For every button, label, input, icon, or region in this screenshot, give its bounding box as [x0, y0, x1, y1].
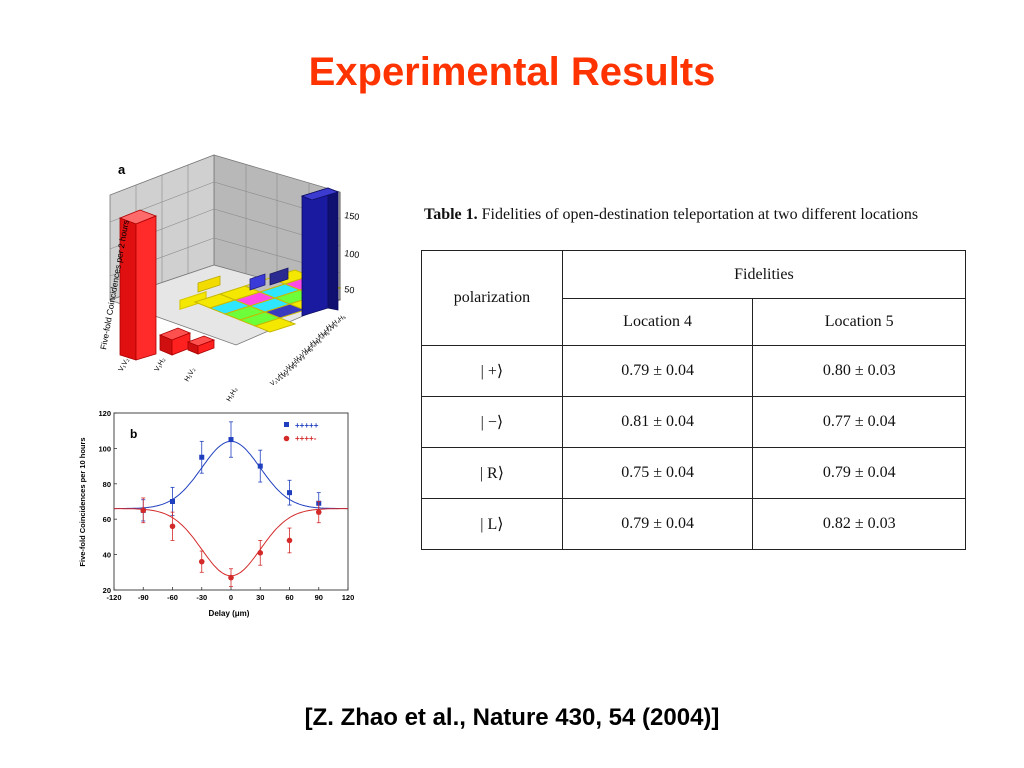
legend-marker-red — [283, 435, 290, 442]
legend-label: ++++- — [295, 434, 317, 443]
data-point — [257, 550, 264, 556]
z-tick-label: 150 — [344, 210, 360, 222]
data-point — [199, 454, 205, 460]
table-caption-text: Fidelities of open-destination teleporta… — [477, 206, 919, 223]
figure-b-xlabel: Delay (μm) — [209, 609, 250, 618]
state-cell: | L⟩ — [421, 498, 563, 550]
state-cell: | +⟩ — [421, 345, 563, 397]
y-tick-label: 40 — [103, 551, 111, 560]
header-location-5: Location 5 — [752, 298, 966, 346]
x-tick-label: -60 — [167, 593, 178, 602]
data-point — [170, 499, 175, 504]
x-tick-label: 120 — [342, 593, 355, 602]
z-tick-label: 50 — [344, 284, 355, 295]
fit-curve — [114, 508, 348, 577]
x-tick-label: 90 — [315, 593, 323, 602]
x-tick-label: 60 — [285, 593, 293, 602]
citation: [Z. Zhao et al., Nature 430, 54 (2004)] — [304, 704, 720, 731]
state-cell: | −⟩ — [421, 396, 563, 448]
header-polarization: polarization — [421, 250, 563, 346]
data-point — [257, 463, 263, 469]
z-tick-label: 100 — [344, 248, 360, 260]
data-point — [228, 574, 234, 581]
y-tick-label: 80 — [103, 480, 111, 489]
table-row: | +⟩ 0.79 ± 0.04 0.80 ± 0.03 — [421, 345, 966, 397]
figure-b-panel-label: b — [130, 427, 137, 441]
header-fidelities: Fidelities — [561, 250, 967, 299]
table-caption-label: Table 1. — [424, 206, 478, 223]
location-5-cell: 0.82 ± 0.03 — [752, 498, 966, 550]
location-4-cell: 0.75 ± 0.04 — [561, 447, 753, 499]
data-point — [140, 507, 147, 514]
legend-label: +++++ — [295, 421, 319, 430]
location-4-cell: 0.79 ± 0.04 — [561, 345, 753, 397]
data-point — [286, 537, 293, 544]
data-point — [169, 523, 176, 530]
front-axis-label: V₁V₂ — [118, 357, 131, 373]
table-row: | R⟩ 0.75 ± 0.04 0.79 ± 0.04 — [421, 447, 966, 499]
front-axis-label: H₁H₂ — [226, 386, 240, 403]
figure-a-panel-label: a — [118, 162, 126, 177]
figure-a-3d-bar-chart: 150 100 50 a Five-fold Coincidences per … — [98, 154, 360, 403]
y-tick-label: 120 — [98, 409, 111, 418]
data-point — [228, 437, 234, 443]
x-tick-label: 30 — [256, 593, 264, 602]
slide-title: Experimental Results — [308, 50, 716, 94]
y-tick-label: 100 — [98, 444, 111, 453]
front-axis-label: V₁H₂ — [154, 356, 168, 373]
fidelity-table: polarization Fidelities Location 4 Locat… — [421, 250, 967, 550]
table-caption: Table 1. Fidelities of open-destination … — [424, 206, 984, 224]
x-tick-label: -90 — [138, 593, 149, 602]
state-cell: | R⟩ — [421, 447, 563, 499]
table-row: | L⟩ 0.79 ± 0.04 0.82 ± 0.03 — [421, 498, 966, 550]
location-5-cell: 0.80 ± 0.03 — [752, 345, 966, 397]
data-point — [198, 558, 205, 565]
x-tick-label: 0 — [229, 593, 233, 602]
legend: +++++ ++++- — [283, 421, 319, 443]
table-row: | −⟩ 0.81 ± 0.04 0.77 ± 0.04 — [421, 396, 966, 448]
data-point — [287, 490, 292, 496]
location-4-cell: 0.79 ± 0.04 — [561, 498, 753, 550]
x-tick-label: -120 — [106, 593, 121, 602]
location-4-cell: 0.81 ± 0.04 — [561, 396, 753, 448]
data-point — [315, 509, 322, 515]
figure-b-ylabel: Five-fold Coincidences per 10 hours — [78, 437, 87, 566]
location-5-cell: 0.79 ± 0.04 — [752, 447, 966, 499]
y-tick-label: 20 — [103, 586, 111, 595]
header-location-4: Location 4 — [561, 298, 753, 346]
x-tick-label: -30 — [196, 593, 207, 602]
y-tick-label: 60 — [103, 515, 111, 524]
front-axis-label: H₁V₂ — [184, 366, 198, 383]
location-5-cell: 0.77 ± 0.04 — [752, 396, 966, 448]
legend-marker-blue — [284, 422, 289, 427]
